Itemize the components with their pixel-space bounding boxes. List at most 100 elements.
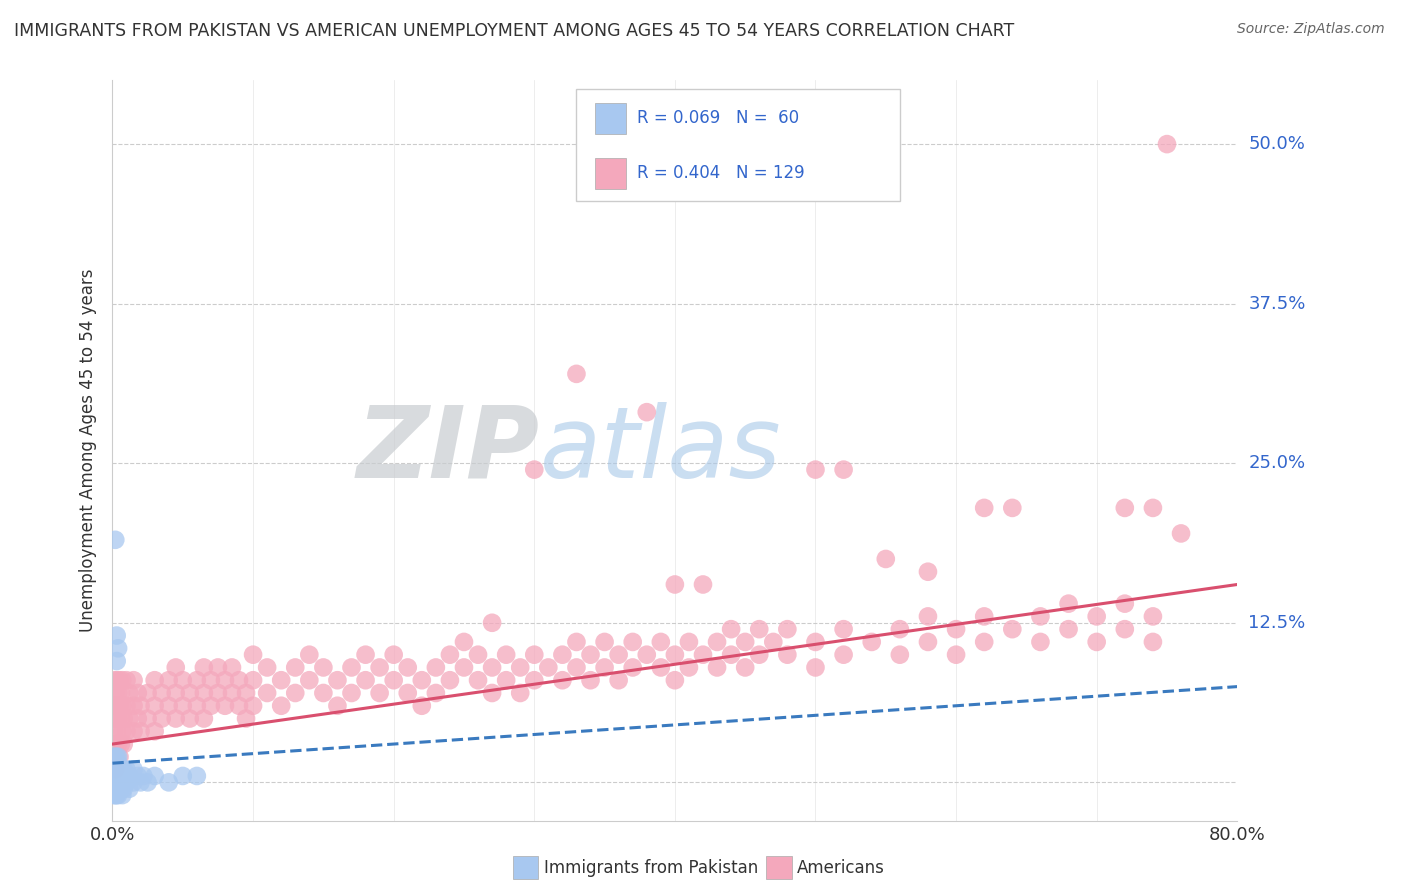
Point [973, 609, 995, 624]
Text: R = 0.404   N = 129: R = 0.404 N = 129 [637, 164, 804, 183]
Point [565, 367, 588, 381]
Point [523, 673, 546, 688]
Point [111, 724, 134, 739]
Point [193, 686, 215, 700]
Text: 37.5%: 37.5% [1249, 294, 1306, 313]
Point [186, 698, 208, 713]
Point [706, 635, 728, 649]
Point [165, 686, 187, 700]
Point [110, 737, 132, 751]
Point [692, 577, 714, 591]
Y-axis label: Unemployment Among Ages 45 to 54 years: Unemployment Among Ages 45 to 54 years [79, 268, 97, 632]
Point [103, 763, 125, 777]
Point [157, 698, 180, 713]
Point [132, 769, 155, 783]
Point [664, 577, 686, 591]
Point [804, 635, 827, 649]
Point [103, 724, 125, 739]
Point [1142, 635, 1164, 649]
Point [917, 609, 939, 624]
Point [122, 698, 145, 713]
Point [945, 622, 967, 636]
Point [103, 781, 125, 796]
Point [467, 648, 489, 662]
Point [104, 737, 127, 751]
Point [523, 462, 546, 476]
Point [1029, 635, 1052, 649]
Point [103, 756, 125, 771]
Point [105, 769, 128, 783]
Point [115, 724, 138, 739]
Point [748, 622, 770, 636]
Point [621, 660, 644, 674]
Point [104, 775, 127, 789]
Point [108, 781, 131, 796]
Point [111, 763, 134, 777]
Point [1114, 500, 1136, 515]
Point [368, 660, 391, 674]
Point [221, 686, 243, 700]
Point [122, 673, 145, 688]
Point [214, 673, 236, 688]
Point [103, 775, 125, 789]
Point [110, 763, 132, 777]
Point [129, 724, 152, 739]
Point [127, 769, 149, 783]
Point [103, 698, 125, 713]
Point [453, 635, 475, 649]
Point [425, 686, 447, 700]
Point [235, 712, 257, 726]
Point [193, 660, 215, 674]
Point [115, 763, 138, 777]
Point [481, 615, 503, 630]
Point [439, 673, 461, 688]
Point [607, 673, 630, 688]
Point [495, 673, 517, 688]
Point [104, 781, 127, 796]
Point [122, 763, 145, 777]
Point [875, 552, 897, 566]
Point [776, 648, 799, 662]
Text: IMMIGRANTS FROM PAKISTAN VS AMERICAN UNEMPLOYMENT AMONG AGES 45 TO 54 YEARS CORR: IMMIGRANTS FROM PAKISTAN VS AMERICAN UNE… [14, 22, 1014, 40]
Point [298, 648, 321, 662]
Point [127, 712, 149, 726]
Text: 50.0%: 50.0% [1249, 135, 1305, 153]
Point [312, 686, 335, 700]
Point [118, 769, 141, 783]
Point [122, 724, 145, 739]
Point [105, 673, 128, 688]
Point [157, 673, 180, 688]
Point [108, 698, 131, 713]
Point [382, 673, 405, 688]
Point [650, 635, 672, 649]
Point [593, 635, 616, 649]
Point [103, 673, 125, 688]
Point [112, 737, 135, 751]
Point [115, 775, 138, 789]
Point [1114, 622, 1136, 636]
Point [650, 660, 672, 674]
Point [214, 698, 236, 713]
Point [107, 775, 129, 789]
Point [107, 788, 129, 802]
Point [105, 788, 128, 802]
Point [105, 763, 128, 777]
Point [973, 500, 995, 515]
Point [118, 712, 141, 726]
Point [453, 660, 475, 674]
Text: Immigrants from Pakistan: Immigrants from Pakistan [544, 859, 758, 877]
Point [108, 769, 131, 783]
Point [579, 648, 602, 662]
Point [945, 648, 967, 662]
Point [678, 635, 700, 649]
Point [832, 462, 855, 476]
Point [607, 648, 630, 662]
Point [105, 698, 128, 713]
Point [1170, 526, 1192, 541]
Point [734, 660, 756, 674]
Point [411, 698, 433, 713]
Point [340, 660, 363, 674]
Point [312, 660, 335, 674]
Point [720, 648, 742, 662]
Point [368, 686, 391, 700]
